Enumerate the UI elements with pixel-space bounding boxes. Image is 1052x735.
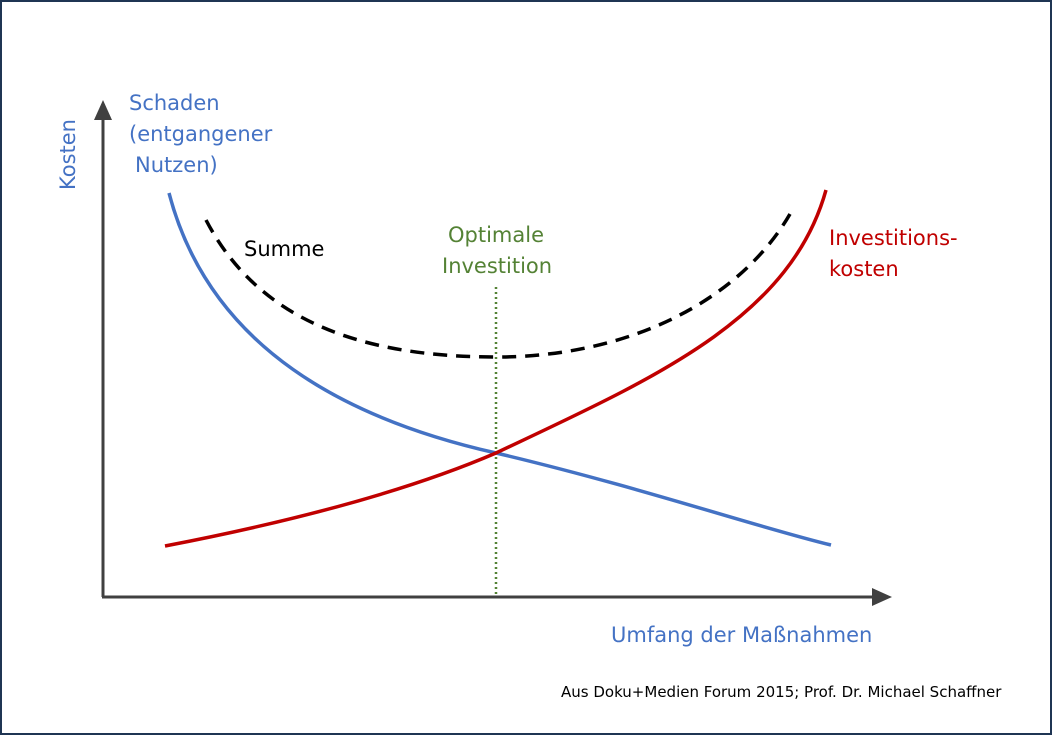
investition-label-line1: Investitions- (829, 226, 958, 250)
summe-label: Summe (244, 237, 325, 261)
optimum-label-line2: Investition (442, 254, 553, 278)
schaden-label-line2: (entgangener (129, 122, 273, 146)
x-axis-label: Umfang der Maßnahmen (611, 623, 873, 647)
x-axis-arrowhead (872, 588, 892, 606)
y-axis-arrowhead (94, 100, 112, 120)
source-citation: Aus Doku+Medien Forum 2015; Prof. Dr. Mi… (561, 683, 1002, 701)
summe-curve (204, 213, 792, 359)
investition-curve (164, 189, 828, 548)
schaden-label-line1: Schaden (129, 91, 220, 115)
schaden-curve (167, 192, 832, 547)
y-axis-label: Kosten (56, 119, 80, 190)
optimum-label-line1: Optimale (448, 223, 545, 247)
investition-label-line2: kosten (829, 257, 899, 281)
schaden-label-line3: Nutzen) (135, 153, 218, 177)
